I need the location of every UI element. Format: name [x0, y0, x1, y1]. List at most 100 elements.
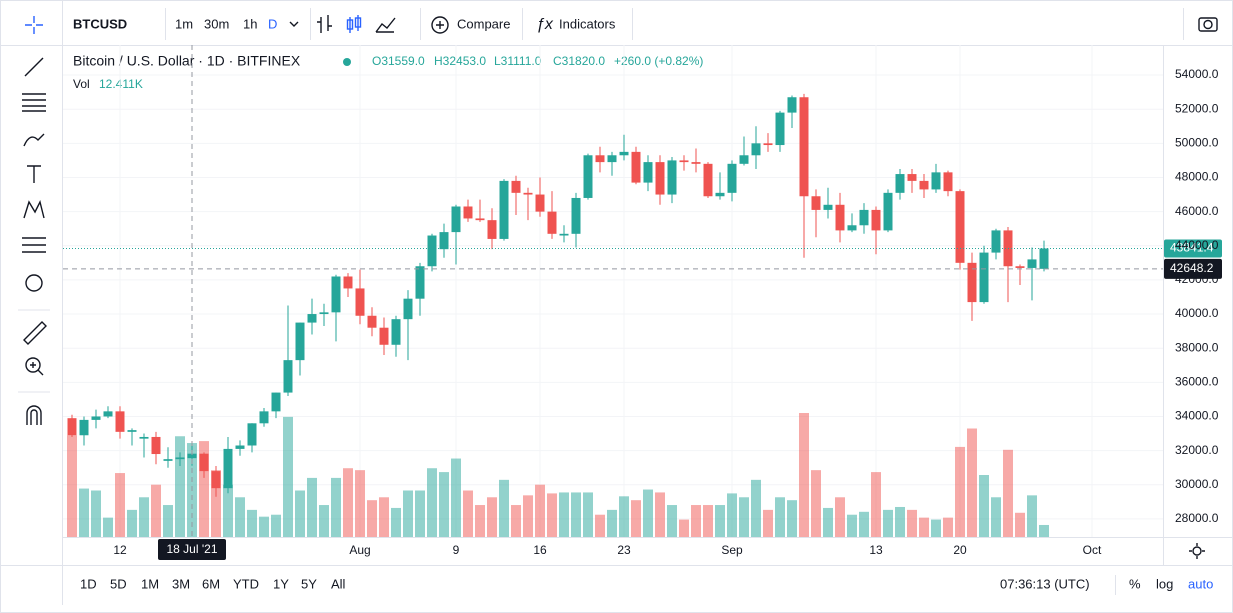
candle-body: [271, 392, 281, 412]
range-button[interactable]: 6M: [202, 576, 220, 591]
volume-bar: [439, 472, 449, 537]
volume-bar: [643, 489, 653, 537]
candle-body: [367, 315, 377, 328]
legend-value: C31820.0: [553, 54, 605, 68]
auto-toggle[interactable]: auto: [1188, 576, 1213, 591]
volume-bar: [247, 509, 257, 537]
volume-bar: [67, 435, 77, 537]
crosshair-tool[interactable]: [25, 16, 43, 34]
candle-body: [235, 445, 245, 449]
volume-bar: [943, 517, 953, 537]
x-tick-label: 20: [953, 543, 967, 557]
range-button[interactable]: 5D: [110, 576, 127, 591]
candle-body: [1015, 266, 1025, 268]
volume-bar: [139, 497, 149, 537]
candle-body: [223, 448, 233, 489]
clock: 07:36:13 (UTC): [1000, 576, 1090, 591]
volume-bar: [991, 497, 1001, 537]
range-button[interactable]: All: [331, 576, 346, 591]
fib-tool[interactable]: [22, 93, 46, 112]
percent-toggle[interactable]: %: [1129, 576, 1141, 591]
candle-body: [103, 411, 113, 417]
compare-button[interactable]: Compare: [457, 16, 510, 31]
text-tool[interactable]: [27, 165, 41, 183]
screenshot-icon[interactable]: [1198, 17, 1218, 32]
volume-bar: [559, 492, 569, 537]
range-button[interactable]: 1M: [141, 576, 159, 591]
volume-bar: [523, 495, 533, 537]
candle-body: [295, 322, 305, 361]
volume-bar: [619, 496, 629, 537]
volume-bar: [451, 458, 461, 537]
pattern-tool[interactable]: [23, 199, 45, 219]
interval[interactable]: 1m: [175, 16, 193, 31]
candle-body: [607, 155, 617, 163]
range-button[interactable]: YTD: [233, 576, 259, 591]
candle-body: [619, 151, 629, 156]
forecast-tool[interactable]: [22, 237, 46, 253]
last-price-tag: [1164, 239, 1222, 258]
volume-bar: [547, 493, 557, 537]
settings-icon[interactable]: [1192, 546, 1202, 556]
volume-bar: [223, 484, 233, 537]
volume-bar: [511, 505, 521, 537]
volume-bar: [835, 497, 845, 537]
volume-bar: [811, 470, 821, 537]
dropdown-icon[interactable]: [289, 21, 299, 27]
candle-body: [751, 143, 761, 156]
volume-bar: [103, 517, 113, 537]
trendline-tool[interactable]: [24, 57, 44, 77]
candle-body: [655, 162, 665, 195]
log-toggle[interactable]: log: [1156, 576, 1173, 591]
volume-bar: [463, 490, 473, 537]
candle-body: [919, 180, 929, 190]
volume-bar: [595, 514, 605, 537]
y-tick-label: 36000.0: [1175, 375, 1219, 389]
bars-icon[interactable]: [317, 15, 332, 33]
interval[interactable]: 30m: [204, 16, 229, 31]
interval[interactable]: 1h: [243, 16, 257, 31]
brush-tool[interactable]: [23, 133, 45, 147]
symbol[interactable]: BTCUSD: [73, 16, 127, 31]
volume-bar: [487, 497, 497, 537]
volume-bar: [1027, 495, 1037, 537]
candle-body: [355, 288, 365, 316]
candle-body: [631, 151, 641, 183]
candle-body: [403, 298, 413, 320]
candle-body: [679, 160, 689, 163]
magnet-tool[interactable]: [26, 405, 42, 425]
legend-value: O31559.0: [372, 54, 425, 68]
x-tick-label: Oct: [1083, 543, 1102, 557]
volume-bar: [607, 509, 617, 537]
volume-bar: [655, 492, 665, 537]
candle-body: [415, 266, 425, 299]
area-icon[interactable]: [375, 17, 396, 33]
emoji-tool[interactable]: [25, 274, 43, 292]
candle-body: [475, 218, 485, 221]
candle-body: [67, 418, 77, 436]
volume-bar: [703, 505, 713, 537]
volume-bar: [403, 490, 413, 537]
zoom-tool[interactable]: [25, 357, 41, 373]
range-button[interactable]: 5Y: [301, 576, 317, 591]
range-button[interactable]: 1D: [80, 576, 97, 591]
screenshot-icon: [1203, 19, 1213, 30]
candle-body: [391, 319, 401, 345]
interval[interactable]: D: [268, 16, 277, 31]
volume-bar: [955, 446, 965, 537]
candle-body: [511, 180, 521, 193]
ruler-tool[interactable]: [23, 321, 47, 345]
volume-bar: [583, 492, 593, 537]
candle-body: [907, 174, 917, 181]
range-button[interactable]: 3M: [172, 576, 190, 591]
candle-body: [859, 209, 869, 226]
candle-body: [523, 192, 533, 195]
crosshair-date-tag: [158, 539, 226, 560]
indicators-icon[interactable]: ƒx: [536, 16, 554, 33]
range-button[interactable]: 1Y: [273, 576, 289, 591]
volume-bar: [883, 509, 893, 537]
y-tick-label: 50000.0: [1175, 136, 1219, 150]
indicators-button[interactable]: Indicators: [559, 16, 616, 31]
y-tick-label: 32000.0: [1175, 443, 1219, 457]
compare-icon[interactable]: [431, 16, 449, 34]
